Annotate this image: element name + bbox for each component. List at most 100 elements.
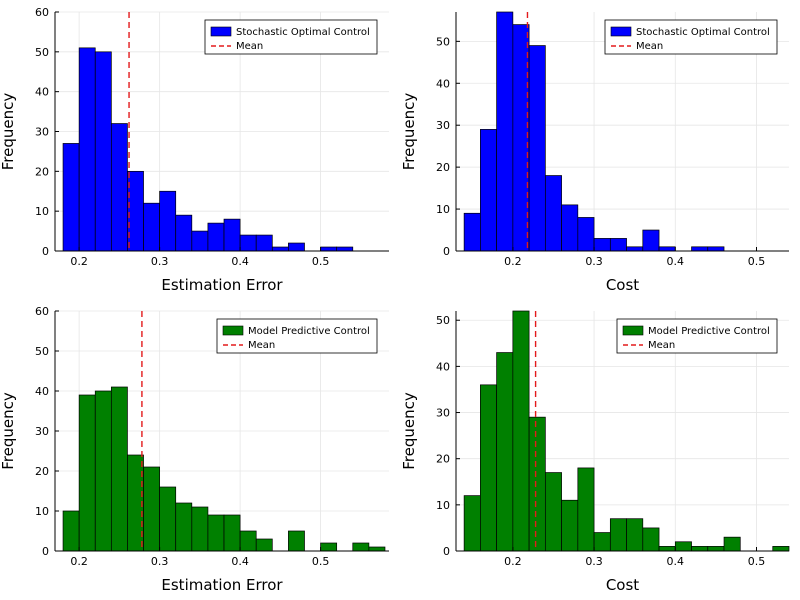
y-tick-label: 50 (436, 35, 450, 48)
histogram-bar (191, 506, 209, 552)
y-tick-label: 50 (436, 314, 450, 327)
histogram-bar (239, 234, 257, 252)
x-tick-label: 0.3 (585, 255, 603, 268)
histogram-bar (609, 518, 627, 552)
histogram-bar (707, 546, 725, 552)
y-tick-label: 10 (436, 499, 450, 512)
histogram-bar (593, 238, 611, 252)
y-tick-label: 10 (35, 505, 49, 518)
histogram-bar (463, 212, 481, 252)
histogram-bar (159, 486, 177, 552)
y-tick-label: 30 (436, 119, 450, 132)
y-tick-label: 50 (35, 46, 49, 59)
legend-box (204, 19, 378, 55)
y-tick-label: 40 (35, 86, 49, 99)
histogram-bar (320, 542, 338, 552)
histogram-bar (707, 246, 725, 252)
y-axis-label: Frequency (0, 93, 17, 171)
histogram-bar (512, 310, 530, 552)
histogram-bar (544, 472, 562, 552)
y-tick-label: 0 (443, 545, 450, 558)
histogram-bar (320, 246, 338, 252)
histogram-bar (127, 170, 144, 252)
y-axis-label: Frequency (0, 392, 17, 470)
histogram-bar (658, 546, 676, 552)
x-axis-label: Estimation Error (161, 276, 283, 294)
y-tick-label: 40 (436, 360, 450, 373)
x-tick-label: 0.3 (585, 555, 603, 568)
y-axis-label: Frequency (400, 392, 418, 470)
histogram-bar (626, 518, 644, 552)
histogram-panel-2: 0.2 0.3 0.4 0.5 0 10 20 30 40 50 Cost Frequency Stoc… (400, 11, 789, 294)
legend-series-label: Model Predictive Control (248, 326, 370, 337)
histogram-bar (127, 454, 144, 552)
histogram-bar (239, 530, 257, 552)
legend-series-label: Stochastic Optimal Control (636, 27, 770, 38)
histogram-bar (512, 24, 530, 252)
y-tick-label: 20 (436, 161, 450, 174)
histogram-bar (772, 546, 790, 552)
y-tick-label: 20 (436, 453, 450, 466)
histogram-bar (723, 536, 741, 552)
x-tick-label: 0.4 (231, 255, 249, 268)
x-tick-label: 0.2 (70, 255, 88, 268)
histogram-bar (368, 546, 386, 552)
histogram-bar (626, 246, 644, 252)
y-tick-label: 50 (35, 345, 49, 358)
y-tick-label: 30 (436, 407, 450, 420)
legend: Model Predictive Control Mean (216, 318, 378, 354)
histogram-bar (528, 45, 546, 252)
legend: Stochastic Optimal Control Mean (604, 19, 778, 55)
histogram-bar (62, 143, 80, 252)
histogram-bar (674, 541, 692, 552)
x-tick-label: 0.4 (231, 555, 249, 568)
histogram-bar (288, 530, 305, 552)
histogram-bar (496, 11, 514, 252)
histogram-bar (255, 234, 273, 252)
histogram-bar (191, 230, 209, 252)
y-tick-label: 0 (42, 245, 49, 258)
histogram-bar (352, 542, 370, 552)
histogram-bar (480, 384, 497, 552)
y-tick-label: 40 (35, 385, 49, 398)
histogram-bar (159, 190, 177, 252)
y-tick-label: 10 (35, 205, 49, 218)
legend: Model Predictive Control Mean (616, 318, 778, 354)
legend-series-label: Stochastic Optimal Control (236, 27, 370, 38)
histogram-bar (62, 510, 80, 552)
histogram-bar (78, 394, 96, 552)
histogram-bar (110, 386, 128, 552)
histogram-bar (642, 527, 660, 552)
histogram-bar (577, 217, 595, 252)
legend-swatch (622, 325, 644, 336)
histogram-bar (528, 416, 546, 552)
x-axis-label: Cost (606, 276, 639, 294)
legend-series-label: Model Predictive Control (648, 326, 770, 337)
histogram-bar (593, 532, 611, 552)
histogram-bar (78, 47, 96, 252)
legend-box (604, 19, 778, 55)
x-axis-label: Cost (606, 576, 639, 594)
legend-mean-label: Mean (236, 41, 263, 52)
histogram-bar (544, 175, 562, 252)
y-tick-label: 10 (436, 203, 450, 216)
histogram-bar (480, 129, 497, 252)
histogram-bar (691, 546, 709, 552)
histogram-bar (561, 499, 579, 552)
histogram-panel-3: 0.2 0.3 0.4 0.5 0 10 20 30 40 50 60 Estimation Erro… (0, 305, 389, 594)
histogram-bar (691, 246, 709, 252)
y-tick-label: 40 (436, 77, 450, 90)
histogram-bar (143, 202, 160, 252)
histogram-bar (336, 246, 354, 252)
histogram-bar (271, 246, 289, 252)
histogram-bar (175, 502, 193, 552)
histogram-bar (223, 514, 241, 552)
legend-swatch (222, 325, 244, 336)
x-tick-label: 0.2 (504, 255, 522, 268)
histogram-bar (496, 352, 514, 552)
x-tick-label: 0.2 (70, 555, 88, 568)
y-tick-label: 20 (35, 465, 49, 478)
legend-box (616, 318, 778, 354)
histogram-bar (223, 218, 241, 252)
